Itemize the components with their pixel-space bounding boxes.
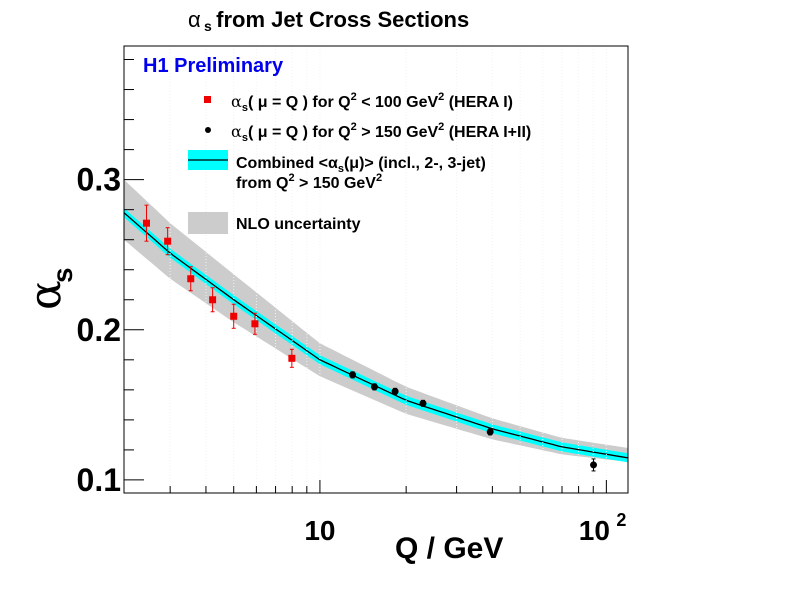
x-tick-label: 10	[579, 515, 610, 546]
legend-alpha: α	[231, 92, 242, 111]
legend-marker-black-dot	[205, 127, 211, 133]
x-axis-label: Q / GeV	[395, 532, 503, 565]
legend-sup: 2	[438, 121, 444, 133]
legend-text: ( μ = Q ) for Q	[248, 94, 351, 111]
x-tick-label-exponent: 2	[616, 510, 626, 530]
data-point-hera1	[209, 296, 217, 304]
tick-labels: 0.1 0.2 0.3 10 10 2	[77, 162, 627, 546]
legend-sub: s	[242, 132, 248, 144]
data-point-hera1	[164, 237, 172, 245]
legend-sup: 2	[288, 172, 294, 184]
y-tick-label: 0.2	[77, 312, 121, 348]
ticks-layer	[124, 59, 607, 493]
legend-text: > 150 GeV	[357, 124, 439, 141]
y-axis-label: α s	[20, 267, 78, 310]
data-point-hera12	[486, 428, 494, 436]
legend-entry-hera12: αs( μ = Q ) for Q2 > 150 GeV2 (HERA I+II…	[205, 121, 531, 144]
legend-sup: 2	[438, 91, 444, 103]
legend-entry-combined: Combined <αs(μ)> (incl., 2-, 3-jet) from…	[188, 150, 486, 192]
title-sub: s	[204, 18, 212, 34]
data-point-hera12	[370, 383, 378, 391]
legend-text: ( μ = Q ) for Q	[248, 124, 351, 141]
ylabel-sub: s	[47, 267, 78, 283]
legend-text: from Q	[236, 175, 288, 192]
title-alpha: α	[188, 7, 201, 32]
legend: αs( μ = Q ) for Q2 < 100 GeV2 (HERA I) α…	[188, 91, 531, 234]
chart-title: α s from Jet Cross Sections	[188, 7, 469, 34]
legend-entry-nlo: NLO uncertainty	[188, 212, 361, 234]
legend-sup: 2	[376, 172, 382, 184]
legend-text-hera12: αs( μ = Q ) for Q2 > 150 GeV2 (HERA I+II…	[231, 121, 531, 144]
points-layer	[142, 204, 598, 472]
legend-text-combined-1: Combined <αs(μ)> (incl., 2-, 3-jet)	[236, 155, 486, 175]
legend-marker-red-square	[204, 96, 211, 103]
data-point-hera12	[419, 399, 427, 407]
legend-alpha: α	[231, 122, 242, 141]
legend-text-nlo: NLO uncertainty	[236, 216, 361, 233]
legend-text: Combined <α	[236, 155, 338, 172]
combined-alphas-band	[124, 208, 628, 463]
bands-layer	[123, 46, 629, 493]
data-point-hera12	[590, 461, 598, 469]
legend-text: > 150 GeV	[295, 175, 377, 192]
legend-text-hera1: αs( μ = Q ) for Q2 < 100 GeV2 (HERA I)	[231, 91, 513, 114]
legend-text: < 100 GeV	[357, 94, 439, 111]
title-text: from Jet Cross Sections	[210, 7, 469, 32]
legend-text: (HERA I)	[444, 94, 513, 111]
data-point-hera1	[142, 219, 150, 227]
ylabel-alpha: α	[20, 280, 71, 310]
h1-preliminary-label: H1 Preliminary	[143, 55, 284, 77]
legend-text-combined-2: from Q2 > 150 GeV2	[236, 172, 382, 192]
data-point-hera1	[288, 354, 296, 362]
data-point-hera12	[391, 387, 399, 395]
data-point-hera1	[251, 320, 259, 328]
y-tick-label: 0.3	[77, 162, 121, 198]
legend-sub: s	[242, 102, 248, 114]
legend-entry-hera1: αs( μ = Q ) for Q2 < 100 GeV2 (HERA I)	[204, 91, 513, 114]
legend-text: (HERA I+II)	[444, 124, 531, 141]
legend-text: (μ)> (incl., 2-, 3-jet)	[344, 155, 486, 172]
legend-marker-gray-band	[188, 212, 228, 234]
x-tick-label: 10	[304, 515, 335, 546]
legend-sub: s	[338, 163, 344, 175]
data-point-hera1	[230, 312, 238, 320]
legend-sup: 2	[351, 91, 357, 103]
data-point-hera12	[349, 371, 357, 379]
legend-sup: 2	[351, 121, 357, 133]
y-tick-label: 0.1	[77, 462, 121, 498]
data-point-hera1	[187, 275, 195, 283]
